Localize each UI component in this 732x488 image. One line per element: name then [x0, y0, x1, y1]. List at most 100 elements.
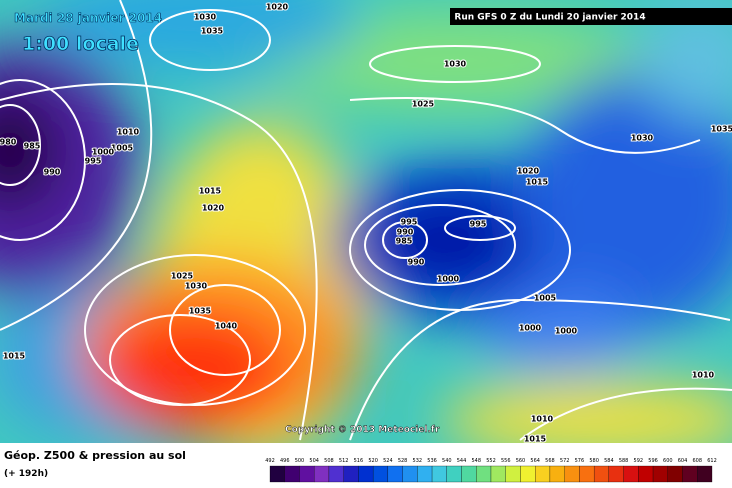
isobar-label: 1015 [524, 435, 547, 444]
isobar-label: 1020 [517, 167, 540, 176]
isobar-label: 1005 [534, 294, 557, 303]
scale-swatch [372, 465, 389, 483]
isobar-label: 985 [24, 142, 41, 151]
isobar-label: 1020 [266, 3, 289, 12]
isobar-label: 1000 [437, 275, 460, 284]
isobars [0, 0, 732, 441]
isobar-label: 1025 [412, 100, 435, 109]
isobar-label: 990 [408, 258, 425, 267]
scale-label: 520 [368, 458, 378, 464]
scale-swatch [535, 465, 551, 483]
forecast-date: Mardi 28 janvier 2014 [14, 11, 162, 25]
scale-label: 588 [619, 458, 629, 464]
isobar-label: 1010 [692, 371, 715, 380]
scale-swatch [623, 465, 639, 483]
scale-swatch [476, 465, 492, 483]
scale-swatch [608, 465, 624, 483]
isobar-label: 1010 [531, 415, 554, 424]
scale-swatch [697, 465, 713, 483]
isobar-label: 1025 [171, 272, 194, 281]
scale-label: 556 [501, 458, 511, 464]
copyright: Copyright © 2013 Meteociel.fr [285, 425, 440, 435]
scale-swatch [269, 465, 285, 483]
scale-swatch [579, 465, 595, 483]
scale-label: 508 [324, 458, 334, 464]
scale-swatch [328, 465, 344, 483]
isobar-label: 1015 [3, 352, 26, 361]
isobar-label: 980 [0, 138, 17, 147]
scale-label: 524 [383, 458, 393, 464]
scale-label: 592 [634, 458, 644, 464]
scale-label: 544 [457, 458, 467, 464]
isobar-label: 1030 [444, 60, 467, 69]
scale-swatch [593, 465, 610, 483]
isobar-label: 995 [401, 218, 418, 227]
scale-swatch [549, 465, 565, 483]
scale-label: 532 [413, 458, 423, 464]
scale-label: 504 [309, 458, 319, 464]
scale-swatch [461, 465, 477, 483]
isobar-label: 1040 [215, 322, 238, 331]
scale-swatch [490, 465, 506, 483]
forecast-time: 1:00 locale [22, 33, 139, 55]
scale-swatch [417, 465, 433, 483]
scale-swatch [343, 465, 359, 483]
scale-swatch [446, 465, 462, 483]
isobar-label: 1035 [201, 27, 224, 36]
scale-label: 584 [604, 458, 614, 464]
scale-label: 576 [575, 458, 585, 464]
map-field [0, 0, 732, 443]
scale-label: 512 [339, 458, 349, 464]
scale-label: 600 [663, 458, 673, 464]
isobar-label: 1000 [519, 324, 542, 333]
scale-swatch [314, 465, 330, 483]
scale-label: 612 [707, 458, 717, 464]
isobar-label: 1020 [202, 204, 225, 213]
isobar-label: 990 [44, 168, 61, 177]
isobar-label: 1000 [92, 148, 115, 157]
scale-label: 540 [442, 458, 452, 464]
run-box [450, 8, 732, 25]
isobar-label: 985 [396, 237, 413, 246]
isobar-label: 995 [85, 157, 102, 166]
scale-swatch [431, 465, 447, 483]
scale-label: 492 [265, 458, 275, 464]
isobar-label: 1030 [185, 282, 208, 291]
scale-swatch [284, 465, 300, 483]
scale-swatch [638, 465, 654, 483]
scale-swatch [299, 465, 315, 483]
isobar-label: 1000 [555, 327, 578, 336]
isobar-label: 1030 [631, 134, 654, 143]
scale-swatch [505, 465, 521, 483]
scale-swatch [520, 465, 536, 483]
scale-swatch [387, 465, 403, 483]
isobar-label: 1035 [189, 307, 212, 316]
scale-swatch [682, 465, 698, 483]
scale-label: 580 [589, 458, 599, 464]
scale-label: 552 [486, 458, 496, 464]
scale-swatch [564, 465, 580, 483]
scale-label: 496 [280, 458, 290, 464]
isobar-label: 1030 [194, 13, 217, 22]
scale-label: 500 [295, 458, 305, 464]
scale-label: 568 [545, 458, 555, 464]
isobar-label: 1015 [526, 178, 549, 187]
scale-label: 564 [530, 458, 540, 464]
scale-label: 548 [471, 458, 481, 464]
scale-swatch [358, 465, 374, 483]
scale-label: 536 [427, 458, 437, 464]
scale-label: 516 [354, 458, 364, 464]
isobar-label: 1005 [111, 144, 134, 153]
isobar-label: 990 [397, 228, 414, 237]
scale-swatch [667, 465, 683, 483]
scale-label: 596 [648, 458, 658, 464]
scale-label: 608 [692, 458, 702, 464]
scale-label: 560 [516, 458, 526, 464]
scale-label: 604 [678, 458, 688, 464]
run-info: Run GFS 0 Z du Lundi 20 janvier 2014 [454, 13, 645, 23]
scale-label: 572 [560, 458, 570, 464]
scale-swatch [402, 465, 418, 483]
isobar-label: 995 [470, 220, 487, 229]
isobar-label: 1010 [117, 128, 140, 137]
